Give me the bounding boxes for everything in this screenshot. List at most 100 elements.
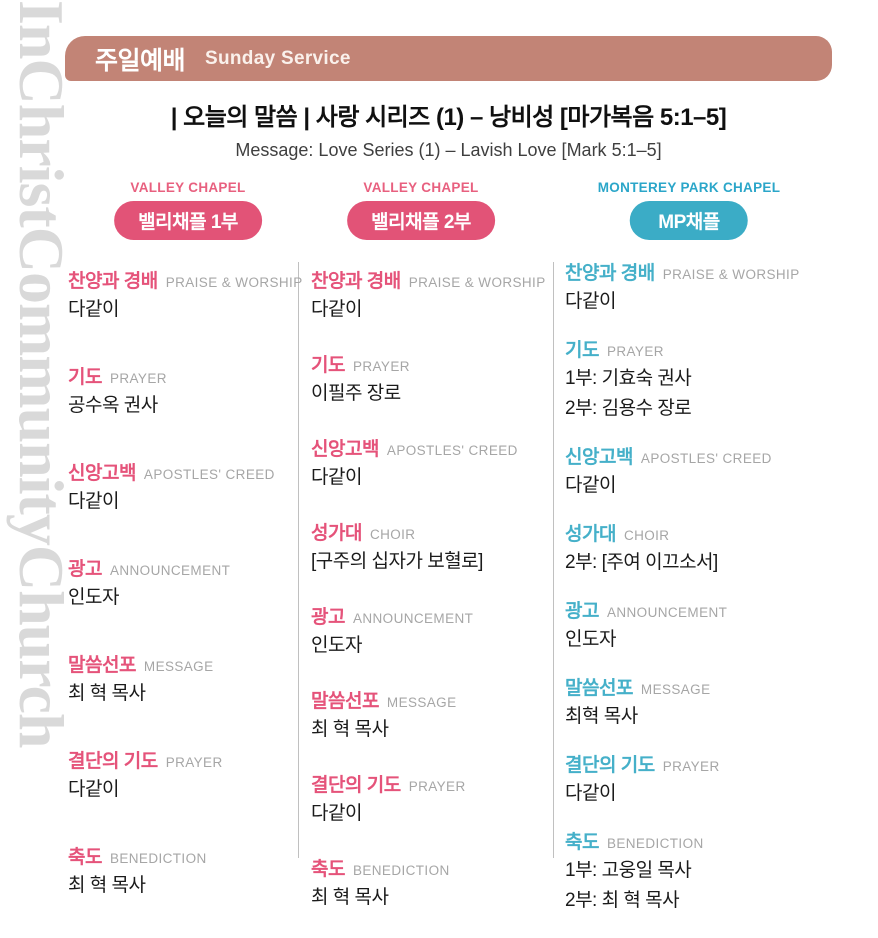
item-performer: 최 혁 목사 <box>68 875 146 896</box>
service-item: 축도 BENEDICTION 최 혁 목사 <box>311 854 543 911</box>
header-bar: 주일예배 Sunday Service <box>65 36 832 81</box>
service-item: 말씀선포 MESSAGE 최 혁 목사 <box>311 686 543 743</box>
item-title-en: BENEDICTION <box>606 836 704 851</box>
item-performer: 2부: [주여 이끄소서] <box>565 552 718 573</box>
item-title-en: PRAYER <box>408 779 466 794</box>
item-title-en: BENEDICTION <box>352 863 450 878</box>
service-item: 기도 PRAYER 공수옥 권사 <box>68 362 290 419</box>
service-item: 말씀선포 MESSAGE 최 혁 목사 <box>68 650 290 707</box>
service-item: 축도 BENEDICTION 1부: 고웅일 목사 2부: 최 혁 목사 <box>565 827 865 914</box>
item-title-en: ANNOUNCEMENT <box>606 605 728 620</box>
header-title-korean: 주일예배 <box>95 46 186 75</box>
item-title-en: PRAYER <box>352 359 410 374</box>
service-item: 광고 ANNOUNCEMENT 인도자 <box>311 602 543 659</box>
chapel-badge: 밸리채플 2부 <box>347 201 495 240</box>
item-title-en: PRAISE & WORSHIP <box>662 267 800 282</box>
chapel-badge: MP채플 <box>629 201 748 240</box>
service-item: 신앙고백 APOSTLES' CREED 다같이 <box>565 442 865 499</box>
item-title-ko: 찬양과 경배 <box>311 271 401 292</box>
item-title-en: MESSAGE <box>640 682 711 697</box>
chapel-caption: VALLEY CHAPEL <box>363 180 479 195</box>
service-item: 결단의 기도 PRAYER 다같이 <box>311 770 543 827</box>
item-title-ko: 성가대 <box>565 524 616 545</box>
item-title-ko: 말씀선포 <box>311 691 379 712</box>
item-title-ko: 결단의 기도 <box>311 775 401 796</box>
item-title-en: MESSAGE <box>143 659 214 674</box>
item-title-en: PRAYER <box>662 759 720 774</box>
item-title-ko: 광고 <box>68 559 102 580</box>
item-title-en: PRAYER <box>165 755 223 770</box>
service-order-column-valley-2: 찬양과 경배 PRAISE & WORSHIP 다같이 기도 PRAYER 이필주 … <box>311 266 546 938</box>
message-title-english: Message: Love Series (1) – Lavish Love [… <box>235 140 662 160</box>
item-title-ko: 축도 <box>565 832 599 853</box>
service-item: 성가대 CHOIR [구주의 십자가 보혈로] <box>311 518 543 575</box>
service-item: 기도 PRAYER 이필주 장로 <box>311 350 543 407</box>
item-performer: 다같이 <box>565 475 616 496</box>
item-title-en: MESSAGE <box>386 695 457 710</box>
item-title-en: BENEDICTION <box>109 851 207 866</box>
item-title-ko: 말씀선포 <box>565 678 633 699</box>
item-title-ko: 찬양과 경배 <box>565 263 655 284</box>
item-performer: 인도자 <box>565 629 616 650</box>
chapel-header-monterey-park: MONTEREY PARK CHAPEL MP채플 <box>598 180 781 240</box>
chapel-caption: MONTEREY PARK CHAPEL <box>597 180 781 195</box>
item-title-en: PRAISE & WORSHIP <box>408 275 546 290</box>
item-title-en: ANNOUNCEMENT <box>352 611 474 626</box>
item-performer: 다같이 <box>311 467 362 488</box>
item-title-en: APOSTLES' CREED <box>143 467 275 482</box>
item-performer: 1부: 기효숙 권사 <box>565 368 692 389</box>
item-title-en: CHOIR <box>623 528 670 543</box>
item-title-ko: 광고 <box>311 607 345 628</box>
service-item: 결단의 기도 PRAYER 다같이 <box>68 746 290 803</box>
chapel-header-valley-1: VALLEY CHAPEL 밸리채플 1부 <box>114 180 262 240</box>
service-item: 성가대 CHOIR 2부: [주여 이끄소서] <box>565 519 865 576</box>
service-item: 찬양과 경배 PRAISE & WORSHIP 다같이 <box>311 266 546 323</box>
item-title-ko: 기도 <box>311 355 345 376</box>
item-title-ko: 광고 <box>565 601 599 622</box>
service-order-column-valley-1: 찬양과 경배 PRAISE & WORSHIP 다같이 기도 PRAYER 공수옥 … <box>68 266 302 938</box>
service-item: 광고 ANNOUNCEMENT 인도자 <box>565 596 865 653</box>
item-performer: 다같이 <box>68 299 119 320</box>
item-performer: 최 혁 목사 <box>68 683 146 704</box>
column-divider-2 <box>553 262 554 858</box>
service-item: 결단의 기도 PRAYER 다같이 <box>565 750 865 807</box>
item-performer: 인도자 <box>68 587 119 608</box>
item-title-ko: 기도 <box>565 340 599 361</box>
column-divider-1 <box>298 262 299 858</box>
chapel-header-valley-2: VALLEY CHAPEL 밸리채플 2부 <box>347 180 495 240</box>
chapel-badge: 밸리채플 1부 <box>114 201 262 240</box>
item-title-en: APOSTLES' CREED <box>386 443 518 458</box>
service-item: 신앙고백 APOSTLES' CREED 다같이 <box>68 458 290 515</box>
item-title-ko: 기도 <box>68 367 102 388</box>
item-performer: 최 혁 목사 <box>311 719 389 740</box>
item-performer: 이필주 장로 <box>311 383 401 404</box>
item-title-en: ANNOUNCEMENT <box>109 563 231 578</box>
item-title-ko: 신앙고백 <box>68 463 136 484</box>
service-item: 축도 BENEDICTION 최 혁 목사 <box>68 842 290 899</box>
item-title-ko: 축도 <box>68 847 102 868</box>
service-item: 말씀선포 MESSAGE 최혁 목사 <box>565 673 865 730</box>
item-title-ko: 신앙고백 <box>311 439 379 460</box>
item-title-en: CHOIR <box>369 527 416 542</box>
item-performer: [구주의 십자가 보혈로] <box>311 551 483 572</box>
item-performer: 다같이 <box>565 291 616 312</box>
item-performer: 최 혁 목사 <box>311 887 389 908</box>
service-order-column-monterey-park: 찬양과 경배 PRAISE & WORSHIP 다같이 기도 PRAYER 1부: … <box>565 258 865 934</box>
item-performer: 다같이 <box>68 779 119 800</box>
item-performer: 인도자 <box>311 635 362 656</box>
service-item: 광고 ANNOUNCEMENT 인도자 <box>68 554 290 611</box>
item-performer: 2부: 김용수 장로 <box>565 398 692 419</box>
header-title-english: Sunday Service <box>205 47 351 69</box>
item-title-ko: 성가대 <box>311 523 362 544</box>
item-title-ko: 신앙고백 <box>565 447 633 468</box>
item-performer: 다같이 <box>311 803 362 824</box>
item-performer: 최혁 목사 <box>565 706 638 727</box>
service-item: 기도 PRAYER 1부: 기효숙 권사 2부: 김용수 장로 <box>565 335 865 422</box>
item-title-en: PRAISE & WORSHIP <box>165 275 303 290</box>
service-item: 찬양과 경배 PRAISE & WORSHIP 다같이 <box>68 266 302 323</box>
item-performer: 2부: 최 혁 목사 <box>565 890 680 911</box>
item-title-en: PRAYER <box>606 344 664 359</box>
item-title-ko: 결단의 기도 <box>68 751 158 772</box>
item-performer: 다같이 <box>311 299 362 320</box>
item-performer: 다같이 <box>68 491 119 512</box>
